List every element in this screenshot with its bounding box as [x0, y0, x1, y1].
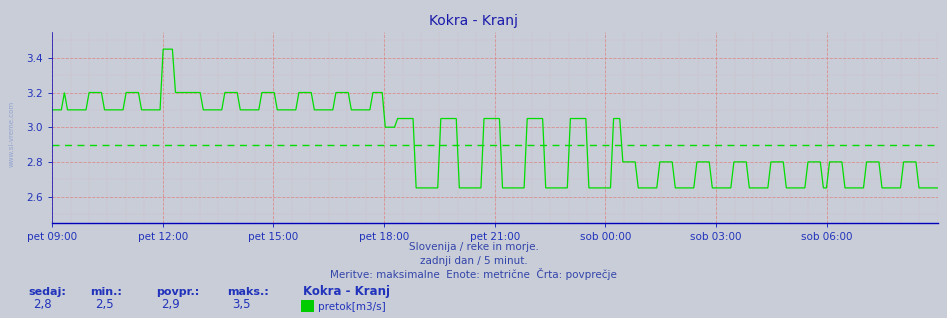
- Text: Kokra - Kranj: Kokra - Kranj: [303, 285, 390, 298]
- Text: Slovenija / reke in morje.: Slovenija / reke in morje.: [408, 242, 539, 252]
- Text: 3,5: 3,5: [232, 299, 251, 311]
- Text: Kokra - Kranj: Kokra - Kranj: [429, 14, 518, 28]
- Text: povpr.:: povpr.:: [156, 287, 200, 297]
- Text: zadnji dan / 5 minut.: zadnji dan / 5 minut.: [420, 256, 527, 266]
- Text: pretok[m3/s]: pretok[m3/s]: [318, 302, 386, 312]
- Text: min.:: min.:: [90, 287, 122, 297]
- Text: Meritve: maksimalne  Enote: metrične  Črta: povprečje: Meritve: maksimalne Enote: metrične Črta…: [331, 268, 616, 280]
- Text: www.si-vreme.com: www.si-vreme.com: [9, 100, 14, 167]
- Text: 2,8: 2,8: [33, 299, 52, 311]
- Text: 2,9: 2,9: [161, 299, 180, 311]
- Text: sedaj:: sedaj:: [28, 287, 66, 297]
- Text: 2,5: 2,5: [95, 299, 114, 311]
- Text: maks.:: maks.:: [227, 287, 269, 297]
